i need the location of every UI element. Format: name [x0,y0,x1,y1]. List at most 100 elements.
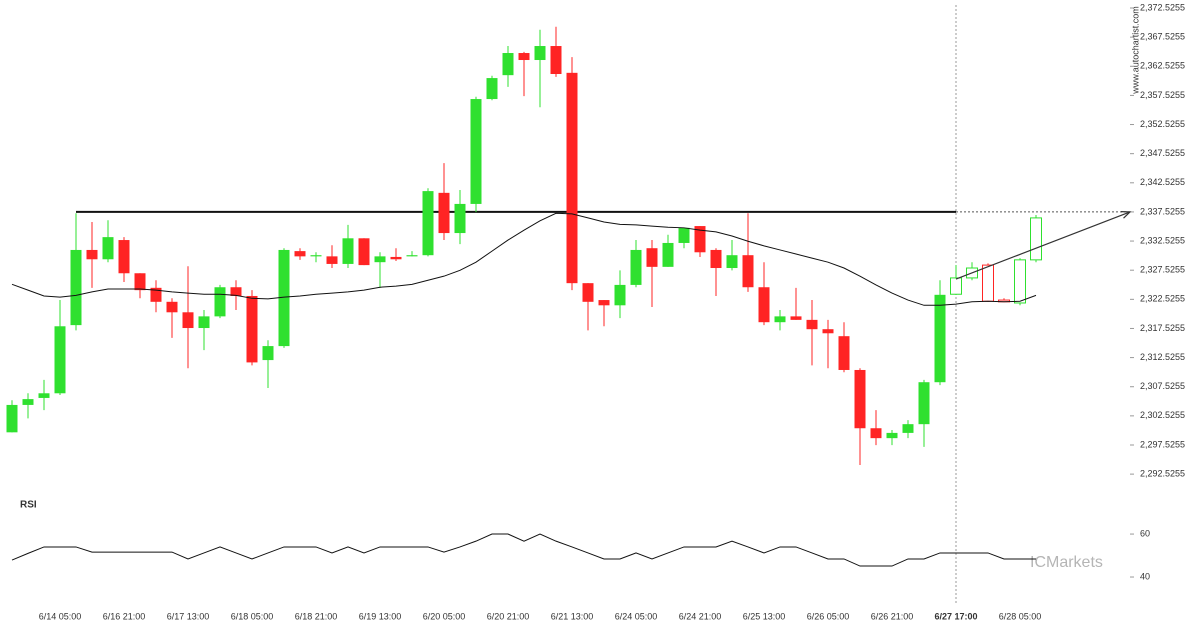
candle-body [470,99,482,204]
x-tick-label: 6/28 05:00 [999,611,1042,621]
candle-body [502,53,514,76]
candle-body [1014,259,1026,304]
candle-body [182,312,194,329]
candle-body [262,346,274,361]
trend-arrow [955,211,1131,280]
x-tick-label: 6/18 21:00 [295,611,338,621]
candle-body [390,256,402,260]
y-tick-label: 2,342.5255 [1140,177,1185,187]
candle-body [582,283,594,302]
candle-body [598,300,610,306]
candle-body [230,287,242,296]
candle-body [982,264,994,302]
candle-body [422,191,434,256]
candle-body [806,319,818,330]
candle-body [630,249,642,285]
candle-body [166,301,178,313]
candle-body [6,404,18,433]
x-tick-label: 6/24 05:00 [615,611,658,621]
candle-body [710,249,722,269]
y-tick-label: 2,332.5255 [1140,235,1185,245]
candle-body [662,242,674,267]
candle-body [22,399,34,405]
rsi-tick-label: 60 [1140,528,1150,538]
candle-body [246,295,258,363]
candle-body [854,369,866,429]
candle-body [694,226,706,253]
candle-body [214,287,226,317]
x-tick-label: 6/26 21:00 [871,611,914,621]
y-tick-label: 2,297.5255 [1140,439,1185,449]
candle-body [1030,217,1042,261]
moving-average [11,212,1037,306]
candle-body [918,382,930,425]
candle-body [678,227,690,243]
y-tick-label: 2,337.5255 [1140,206,1185,216]
x-tick-label: 6/20 21:00 [487,611,530,621]
x-tick-label: 6/18 05:00 [231,611,274,621]
candle-body [742,255,754,288]
candle-body [614,284,626,306]
watermark: ICMarkets [1030,554,1103,571]
candle-body [790,316,802,320]
source: www.autochartist.com [1130,6,1140,95]
x-tick-label: 6/24 21:00 [679,611,722,621]
candle-body [518,53,530,61]
x-tick-label: 6/17 13:00 [167,611,210,621]
candle-body [326,256,338,264]
candle-body [70,249,82,326]
candle-body [342,238,354,264]
candle-body [838,336,850,370]
candle-body [198,316,210,329]
y-tick-label: 2,367.5255 [1140,32,1185,42]
candle-body [278,249,290,347]
candle-body [758,287,770,323]
y-tick-label: 2,347.5255 [1140,148,1185,158]
x-tick-label: 6/21 13:00 [551,611,594,621]
candle-body [54,326,66,394]
candle-body [902,424,914,433]
y-tick-label: 2,372.5255 [1140,2,1185,12]
candle-body [934,294,946,383]
x-tick-label: 6/19 13:00 [359,611,402,621]
y-tick-label: 2,307.5255 [1140,381,1185,391]
candle-body [534,46,546,61]
x-tick-label: 6/20 05:00 [423,611,466,621]
x-tick-label: 6/26 05:00 [807,611,850,621]
candle-body [486,78,498,100]
candle-body [38,393,50,398]
y-tick-label: 2,322.5255 [1140,294,1185,304]
x-tick-label: 6/14 05:00 [39,611,82,621]
candle-body [406,255,418,257]
candle-body [86,249,98,260]
y-tick-label: 2,357.5255 [1140,90,1185,100]
candle-body [374,256,386,263]
y-tick-label: 2,362.5255 [1140,61,1185,71]
candle-body [310,255,322,257]
candle-body [950,277,962,295]
y-tick-label: 2,352.5255 [1140,119,1185,129]
candle-body [454,203,466,234]
rsi-label: RSI [20,500,37,511]
candle-body [870,428,882,439]
candle-body [886,432,898,439]
candle-body [438,192,450,234]
candle-body [550,46,562,74]
candle-body [774,316,786,323]
candle-body [566,72,578,284]
y-tick-label: 2,317.5255 [1140,323,1185,333]
arrow-head [1120,211,1132,219]
candle-body [134,273,146,291]
candle-body [726,255,738,269]
x-tick-label: 6/25 13:00 [743,611,786,621]
candle-body [118,240,130,274]
rsi-line [11,533,1036,567]
y-tick-label: 2,327.5255 [1140,265,1185,275]
candle-body [102,237,114,260]
candle-body [150,287,162,302]
x-tick-label: 6/27 17:00 [934,611,977,621]
y-tick-label: 2,292.5255 [1140,468,1185,478]
rsi-tick-label: 40 [1140,571,1150,581]
